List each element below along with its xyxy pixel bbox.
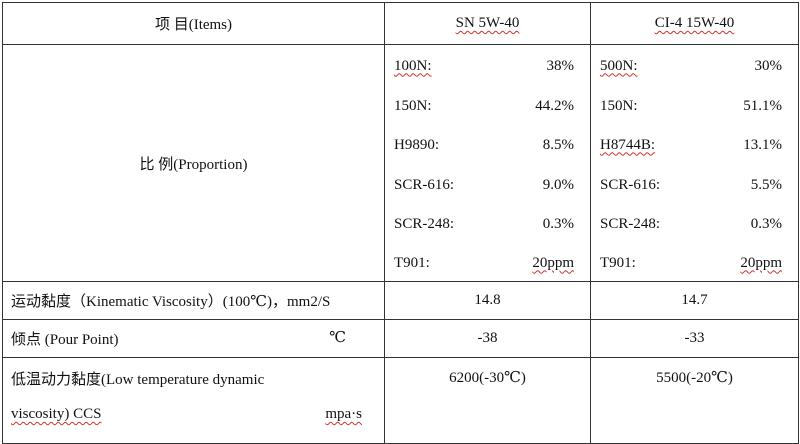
proportion-sn-cell: 100N: 38% 150N: 44.2% H9890: 8.5% SCR-616: 9… xyxy=(384,44,591,282)
header-sn-5w40: SN 5W-40 xyxy=(384,2,591,45)
component-name: 500N: xyxy=(600,57,638,74)
kinematic-viscosity-sn: 14.8 xyxy=(384,281,591,320)
ci4-component-list: 500N: 30% 150N: 51.1% H8744B: 13.1% SCR-616… xyxy=(591,45,798,281)
kinematic-viscosity-label-cell: 运动黏度（Kinematic Viscosity）(100℃)，mm2/S xyxy=(2,281,385,320)
component-value: 20ppm xyxy=(532,254,574,271)
component-name: T901: xyxy=(394,254,430,271)
list-item: SCR-616: 9.0% xyxy=(394,174,574,196)
pour-point-unit: ℃ xyxy=(329,330,346,346)
low-temp-unit: mpa·s xyxy=(325,406,362,422)
low-temp-viscosity-label-cell: 低温动力黏度(Low temperature dynamic viscosity… xyxy=(2,357,385,444)
component-name: SCR-248: xyxy=(600,215,661,232)
low-temp-viscosity-ci4: 5500(-20℃) xyxy=(590,357,799,444)
proportion-label: 比 例(Proportion) xyxy=(139,156,248,173)
component-name: SCR-616: xyxy=(394,176,455,193)
list-item: T901: 20ppm xyxy=(600,252,782,274)
list-item: 150N: 51.1% xyxy=(600,95,782,117)
proportion-row: 比 例(Proportion) 100N: 38% 150N: 44.2% H989… xyxy=(2,44,799,282)
component-value: 20ppm xyxy=(740,254,782,271)
component-value: 8.5% xyxy=(542,136,574,153)
component-value: 38% xyxy=(546,57,575,74)
header-ci4-15w40: CI-4 15W-40 xyxy=(590,2,799,45)
component-name: H8744B: xyxy=(600,136,656,153)
component-value: 5.5% xyxy=(750,176,782,193)
proportion-label-cell: 比 例(Proportion) xyxy=(2,44,385,282)
pour-point-ci4: -33 xyxy=(590,319,799,358)
pour-point-label: 倾点 (Pour Point) xyxy=(11,332,119,348)
component-name: 100N: xyxy=(394,57,432,74)
component-value: 13.1% xyxy=(743,136,782,153)
header-items: 项 目(Items) xyxy=(2,2,385,45)
component-name: SCR-616: xyxy=(600,176,661,193)
list-item: H9890: 8.5% xyxy=(394,134,574,156)
list-item: 150N: 44.2% xyxy=(394,95,574,117)
kinematic-viscosity-row: 运动黏度（Kinematic Viscosity）(100℃)，mm2/S 14… xyxy=(2,281,799,320)
list-item: 500N: 30% xyxy=(600,55,782,77)
component-name: H9890: xyxy=(394,136,439,153)
component-value: 30% xyxy=(754,57,783,74)
pour-point-sn-value: -38 xyxy=(477,330,498,346)
low-temp-viscosity-sn: 6200(-30℃) xyxy=(384,357,591,444)
low-temp-label-line2: viscosity) CCS xyxy=(11,406,102,422)
low-temp-sn-value: 6200(-30℃) xyxy=(449,370,526,386)
kinematic-viscosity-ci4: 14.7 xyxy=(590,281,799,320)
sn-component-list: 100N: 38% 150N: 44.2% H9890: 8.5% SCR-616: 9… xyxy=(385,45,590,281)
low-temp-ci4-value: 5500(-20℃) xyxy=(656,370,733,386)
pour-point-sn: -38 xyxy=(384,319,591,358)
low-temp-label-line1: 低温动力黏度(Low temperature dynamic xyxy=(11,372,265,388)
kinematic-sn-value: 14.8 xyxy=(474,292,501,308)
component-value: 51.1% xyxy=(743,97,782,114)
proportion-ci4-cell: 500N: 30% 150N: 51.1% H8744B: 13.1% SCR-616… xyxy=(590,44,799,282)
pour-point-row: 倾点 (Pour Point) ℃ -38 -33 xyxy=(2,319,799,358)
low-temp-viscosity-row: 低温动力黏度(Low temperature dynamic viscosity… xyxy=(2,357,799,444)
list-item: 100N: 38% xyxy=(394,55,574,77)
component-value: 9.0% xyxy=(542,176,574,193)
list-item: SCR-616: 5.5% xyxy=(600,174,782,196)
component-value: 0.3% xyxy=(750,215,782,232)
header-col2-label: CI-4 15W-40 xyxy=(654,15,735,31)
list-item: T901: 20ppm xyxy=(394,252,574,274)
header-col1-label: SN 5W-40 xyxy=(455,15,520,31)
list-item: SCR-248: 0.3% xyxy=(600,213,782,235)
component-value: 0.3% xyxy=(542,215,574,232)
component-name: SCR-248: xyxy=(394,215,455,232)
component-name: 150N: xyxy=(394,97,432,114)
component-value: 44.2% xyxy=(535,97,574,114)
list-item: SCR-248: 0.3% xyxy=(394,213,574,235)
kinematic-ci4-value: 14.7 xyxy=(681,292,708,308)
list-item: H8744B: 13.1% xyxy=(600,134,782,156)
pour-point-label-cell: 倾点 (Pour Point) ℃ xyxy=(2,319,385,358)
header-row: 项 目(Items) SN 5W-40 CI-4 15W-40 xyxy=(2,2,799,45)
component-name: 150N: xyxy=(600,97,638,114)
pour-point-ci4-value: -33 xyxy=(684,330,705,346)
kinematic-viscosity-label: 运动黏度（Kinematic Viscosity）(100℃)，mm2/S xyxy=(11,294,331,310)
header-items-label: 项 目(Items) xyxy=(154,17,233,33)
component-name: T901: xyxy=(600,254,636,271)
